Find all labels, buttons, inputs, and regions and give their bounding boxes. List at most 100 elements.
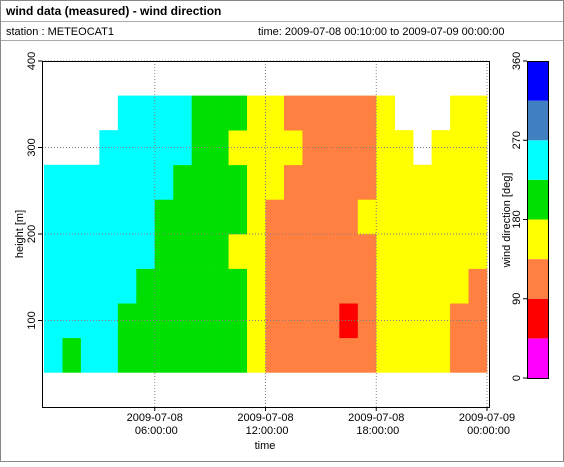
cell: [228, 95, 248, 131]
cell: [247, 199, 266, 235]
cell: [44, 164, 63, 200]
y-tick-label: 400: [26, 52, 38, 70]
cell: [136, 199, 156, 235]
cell: [339, 337, 359, 373]
x-axis-label: time: [255, 440, 276, 452]
cell: [283, 337, 303, 373]
cell: [62, 164, 82, 200]
cell: [376, 234, 396, 269]
cell: [117, 164, 137, 200]
colorbar-swatch: [527, 61, 548, 101]
cell: [99, 268, 119, 304]
cell: [154, 130, 174, 166]
cell: [376, 130, 396, 166]
x-tick-label: 2009-07-08 18:00:00: [348, 412, 404, 437]
cell: [468, 234, 488, 269]
cell: [357, 164, 377, 200]
cell: [357, 95, 377, 131]
colorbar-tick-label: 180: [511, 210, 523, 228]
colorbar-tick-label: 360: [511, 52, 523, 70]
cell: [413, 234, 432, 269]
cell: [468, 199, 488, 235]
cell: [265, 199, 285, 235]
x-tick-label: 2009-07-08 12:00:00: [237, 412, 293, 437]
cell: [357, 268, 377, 304]
cell: [376, 95, 396, 131]
x-tick-label: 2009-07-09 00:00:00: [459, 412, 515, 437]
cell: [357, 199, 377, 235]
cell: [283, 164, 303, 200]
cell: [154, 303, 174, 339]
y-axis-label: height [m]: [14, 210, 26, 258]
cell: [339, 234, 359, 269]
cell: [320, 164, 340, 200]
cell: [339, 95, 359, 131]
station: station : METEOCAT1: [6, 26, 114, 38]
cell: [191, 337, 211, 373]
cell: [339, 199, 359, 235]
cell: [99, 234, 119, 269]
cell: [394, 234, 414, 269]
cell: [210, 337, 229, 373]
cell: [62, 268, 82, 304]
colorbar-swatch: [527, 219, 548, 260]
cell: [44, 337, 63, 373]
cell: [265, 234, 285, 269]
cell: [117, 130, 137, 166]
cell: [62, 337, 82, 373]
colorbar-tick-label: 270: [511, 131, 523, 149]
cell: [228, 337, 248, 373]
cell: [228, 164, 248, 200]
cell: [117, 199, 137, 235]
cell: [376, 164, 396, 200]
cell: [302, 337, 322, 373]
cell: [117, 337, 137, 373]
colorbar-frame: [527, 61, 549, 379]
cell: [80, 234, 100, 269]
cell: [191, 268, 211, 304]
cell: [413, 164, 432, 200]
cell: [339, 268, 359, 304]
cell: [44, 199, 63, 235]
cell: [265, 164, 285, 200]
cell: [154, 234, 174, 269]
cell: [357, 303, 377, 339]
cell: [265, 268, 285, 304]
cell: [394, 268, 414, 304]
cell: [376, 303, 396, 339]
cell: [80, 199, 100, 235]
cell: [394, 337, 414, 373]
cell: [154, 199, 174, 235]
cell: [136, 303, 156, 339]
cell: [80, 268, 100, 304]
cell: [173, 337, 192, 373]
cell: [191, 164, 211, 200]
cell: [247, 268, 266, 304]
cell: [376, 268, 396, 304]
cell: [302, 234, 322, 269]
cell: [44, 234, 63, 269]
cell: [413, 303, 432, 339]
cell: [247, 234, 266, 269]
cell: [265, 130, 285, 166]
cell: [210, 95, 229, 131]
cell: [357, 234, 377, 269]
cell: [154, 337, 174, 373]
cell: [357, 130, 377, 166]
cell: [339, 164, 359, 200]
colorbar-tick-label: 0: [511, 375, 523, 381]
cell: [44, 268, 63, 304]
cell: [450, 95, 469, 131]
x-tick-label: 2009-07-08 06:00:00: [127, 412, 183, 437]
cell: [173, 303, 192, 339]
cell: [413, 199, 432, 235]
cell: [154, 164, 174, 200]
cell: [302, 199, 322, 235]
cell: [191, 234, 211, 269]
cell: [394, 303, 414, 339]
cell: [320, 234, 340, 269]
cell: [283, 303, 303, 339]
cell: [136, 234, 156, 269]
cell: [468, 164, 488, 200]
